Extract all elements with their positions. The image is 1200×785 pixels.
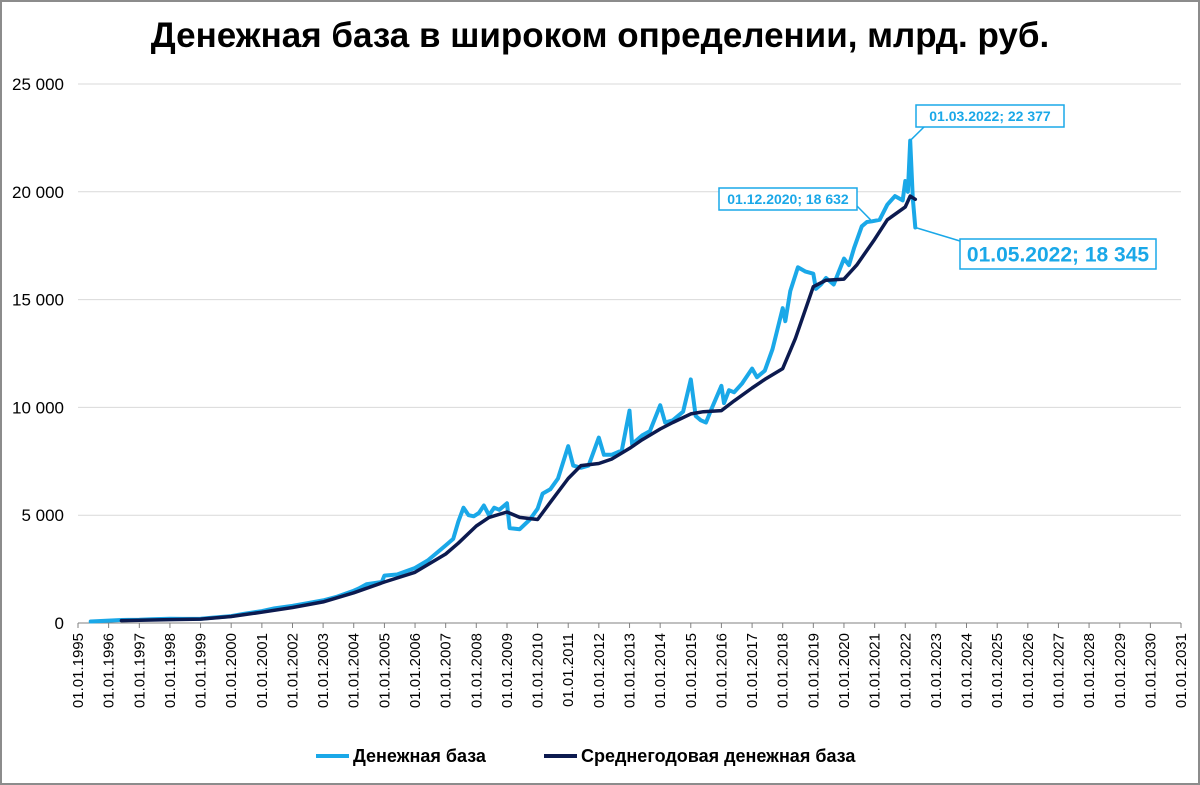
annotation-box [718,187,858,211]
x-tick-label: 01.01.1996 [101,633,118,708]
annotation-label: 01.03.2022; 22 377 [929,108,1051,124]
x-tick-label: 01.01.2016 [713,633,730,708]
y-tick-label: 15 000 [12,291,64,310]
x-tick-label: 01.01.2027 [1050,633,1067,708]
annotation-box [959,238,1157,270]
x-tick-label: 01.01.2005 [376,633,393,708]
x-tick-label: 01.01.2008 [468,633,485,708]
x-tick-label: 01.01.2010 [530,633,547,708]
x-tick-label: 01.01.2002 [284,633,301,708]
annotation-box [915,104,1065,128]
annotation-label: 01.12.2020; 18 632 [727,191,849,207]
legend: Денежная база Среднегодовая денежная база [316,746,856,766]
series-line-2 [119,194,918,623]
x-tick-label: 01.01.2018 [775,633,792,708]
x-tick-label: 01.01.2013 [622,633,639,708]
x-tick-label: 01.01.1999 [193,633,210,708]
x-tick-label: 01.01.2015 [683,633,700,708]
y-axis-ticks: 0 5 000 10 000 15 000 20 000 25 000 [12,75,64,633]
annotation-leader [909,126,925,142]
y-tick-label: 25 000 [12,75,64,94]
x-tick-label: 01.01.2003 [315,633,332,708]
y-tick-label: 20 000 [12,183,64,202]
annotation-leader [915,226,961,242]
x-tick-label: 01.01.2019 [805,633,822,708]
x-tick-label: 01.01.2012 [591,633,608,708]
x-tick-label: 01.01.2007 [438,633,455,708]
x-tick-label: 01.01.2011 [560,633,577,707]
x-tick-label: 01.01.2001 [254,633,271,708]
annotation-leader [856,205,873,222]
x-tick-label: 01.01.2004 [346,633,363,708]
x-tick-label: 01.01.2017 [744,633,761,708]
x-tick-label: 01.01.2025 [989,633,1006,708]
x-tick-label: 01.01.2031 [1173,633,1190,708]
x-tick-label: 01.01.2022 [897,633,914,708]
x-tick-label: 01.01.2000 [223,633,240,708]
x-tick-label: 01.01.2029 [1112,633,1129,708]
x-tick-label: 01.01.2026 [1020,633,1037,708]
x-tick-label: 01.01.2006 [407,633,424,708]
x-tick-label: 01.01.1998 [162,633,179,708]
x-tick-label: 01.01.1995 [70,633,87,708]
x-tick-label: 01.01.2023 [928,633,945,708]
x-tick-label: 01.01.2030 [1142,633,1159,708]
series-line-1 [88,138,918,624]
x-tick-label: 01.01.2028 [1081,633,1098,708]
x-tick-label: 01.01.1997 [131,633,148,708]
annotations: 01.03.2022; 22 377 01.12.2020; 18 632 01.0… [718,104,1157,270]
x-tick-label: 01.01.2009 [499,633,516,708]
y-tick-label: 10 000 [12,398,64,417]
series-lines [88,138,918,624]
x-tick-label: 01.01.2020 [836,633,853,708]
annotation-label: 01.05.2022; 18 345 [967,244,1149,267]
x-axis: 01.01.1995 01.01.1996 01.01.1997 01.01.1998… [70,622,1190,708]
y-tick-label: 0 [55,614,64,633]
gridlines [78,83,1181,516]
chart-title: Денежная база в широком определении, млр… [150,16,1050,55]
x-tick-label: 01.01.2014 [652,633,669,708]
legend-label-2: Среднегодовая денежная база [581,746,856,766]
x-tick-label: 01.01.2024 [959,633,976,708]
legend-label-1: Денежная база [353,746,487,766]
x-tick-label: 01.01.2021 [867,633,884,708]
y-tick-label: 5 000 [21,506,64,525]
